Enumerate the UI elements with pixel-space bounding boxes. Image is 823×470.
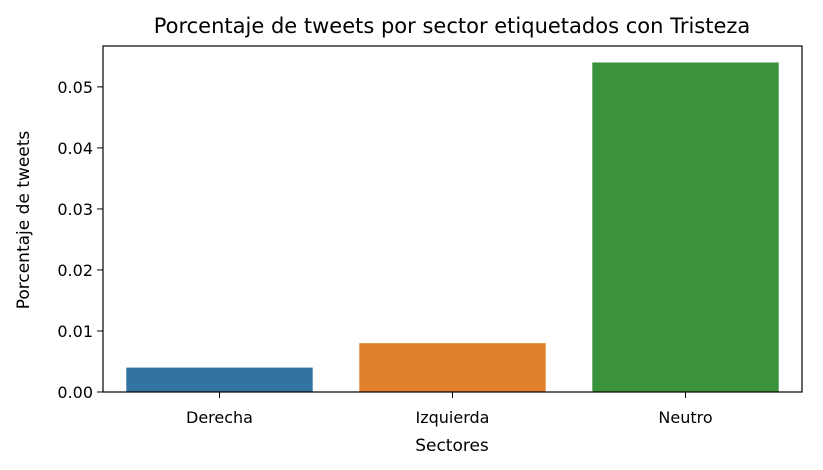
bar-neutro xyxy=(592,62,779,392)
y-tick-label: 0.00 xyxy=(57,383,93,402)
x-axis-label: Sectores xyxy=(415,436,489,456)
x-tick-label: Neutro xyxy=(658,408,712,427)
y-tick-label: 0.02 xyxy=(57,261,93,280)
chart-title: Porcentaje de tweets por sector etiqueta… xyxy=(154,14,751,38)
plot-area: 0.00 0.01 0.02 0.03 0.04 0.05 Derecha Izquierda… xyxy=(57,45,803,427)
x-tick-label: Derecha xyxy=(186,408,253,427)
bar-derecha xyxy=(126,367,313,392)
bar-izquierda xyxy=(359,343,546,392)
x-tick-label: Izquierda xyxy=(416,408,490,427)
y-tick-label: 0.03 xyxy=(57,200,93,219)
y-axis-label: Porcentaje de tweets xyxy=(14,131,34,310)
y-tick-label: 0.01 xyxy=(57,322,93,341)
axes-frame xyxy=(102,45,803,393)
y-tick-label: 0.05 xyxy=(57,78,93,97)
y-tick-label: 0.04 xyxy=(57,139,93,158)
